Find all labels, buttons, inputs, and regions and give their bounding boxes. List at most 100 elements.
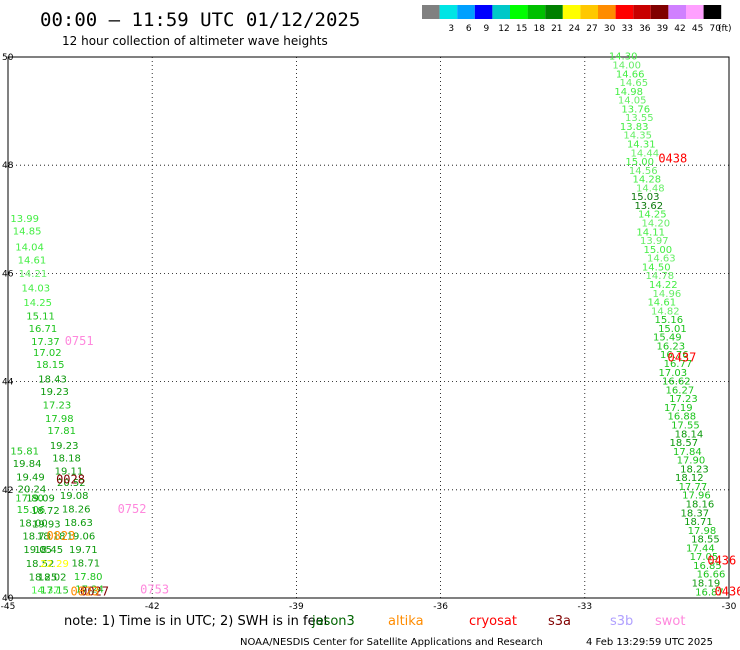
wave-height-value: 14.50 [642, 262, 671, 273]
wave-height-value: 19.93 [32, 520, 61, 531]
wave-height-value: 14.37 [31, 586, 60, 597]
pass-time-label: 0027 [80, 584, 109, 598]
colorbar-swatch [527, 5, 546, 19]
wave-height-value: 17.03 [658, 368, 687, 379]
colorbar-swatch [598, 5, 616, 19]
wave-height-value: 14.78 [645, 271, 674, 282]
wave-height-value: 19.06 [67, 532, 96, 543]
chart-title: 00:00 — 11:59 UTC 01/12/2025 [40, 9, 360, 31]
colorbar-label: 27 [586, 24, 597, 34]
wave-height-value: 17.90 [677, 456, 706, 467]
wave-height-value: 14.96 [653, 289, 682, 300]
x-tick-label: -30 [722, 602, 737, 612]
wave-height-value: 17.55 [671, 420, 700, 431]
wave-height-value: 18.25 [29, 573, 58, 584]
wave-height-value: 18.16 [686, 499, 715, 510]
wave-height-value: 17.96 [682, 491, 711, 502]
wave-height-value: 18.43 [38, 375, 67, 386]
pass-time-label: 0823 [70, 584, 99, 598]
wave-height-value: 20.24 [18, 485, 47, 496]
colorbar-swatch [492, 5, 510, 19]
wave-height-value: 13.99 [10, 214, 39, 225]
wave-height-value: 15.00 [625, 157, 654, 168]
wave-height-value: 17.44 [686, 543, 715, 554]
wave-height-value: 19.23 [40, 387, 69, 398]
x-tick-label: -36 [433, 602, 448, 612]
wave-height-value: 20.52 [57, 478, 86, 489]
colorbar-label: 18 [533, 24, 545, 34]
satellite-legend: jason3 altika cryosat s3a s3b swot [311, 614, 685, 629]
colorbar-label: 36 [639, 24, 651, 34]
colorbar-label: 70 [709, 24, 721, 34]
colorbar-label: 24 [569, 24, 581, 34]
wave-height-value: 17.19 [664, 403, 693, 414]
wave-height-value: 14.03 [21, 283, 50, 294]
wave-height-value: 17.23 [669, 394, 698, 405]
wave-height-value: 14.28 [632, 175, 661, 186]
x-tick-label: -45 [1, 602, 16, 612]
wave-height-value: 14.11 [636, 227, 665, 238]
wave-height-value: 17.02 [33, 348, 62, 359]
wave-height-value: 18.52 [26, 559, 55, 570]
wave-height-value: 17.80 [74, 572, 103, 583]
y-tick-label: 48 [2, 161, 14, 171]
wave-height-value: 14.35 [623, 131, 652, 142]
colorbar-swatch [703, 5, 722, 19]
wave-height-value: 13.83 [620, 122, 649, 133]
satellite-legend-altika: altika [388, 614, 424, 629]
wave-height-value: 18.57 [670, 438, 699, 449]
colorbar-label: 3 [448, 24, 454, 34]
wave-height-value: 19.11 [55, 467, 84, 478]
pass-time-label: 0823 [46, 529, 75, 543]
colorbar-label: 42 [674, 24, 685, 34]
wave-height-value: 16.88 [668, 412, 697, 423]
satellite-legend-s3b: s3b [610, 614, 633, 629]
wave-height-value: 18.37 [681, 508, 710, 519]
wave-height-value: 17.24 [75, 585, 104, 596]
wave-height-value: 19.49 [16, 473, 45, 484]
wave-height-value: 15.03 [631, 192, 660, 203]
wave-height-value: 17.23 [43, 401, 72, 412]
colorbar-label: 15 [516, 24, 527, 34]
pass-labels: 0751002807520823075300270823043804370436… [46, 151, 740, 598]
wave-height-value: 19.08 [60, 491, 89, 502]
wave-height-value: 18.73 [22, 532, 51, 543]
wave-height-value: 14.21 [19, 269, 48, 280]
wave-height-value: 18.02 [38, 573, 67, 584]
y-tick-label: 46 [2, 269, 14, 279]
colorbar-swatch [686, 5, 704, 19]
wave-height-value: 18.18 [37, 532, 66, 543]
y-tick-label: 44 [2, 378, 14, 388]
grid [8, 57, 729, 598]
wave-height-value: 14.25 [23, 298, 52, 309]
colorbar-swatch [562, 5, 581, 19]
wave-height-value: 19.09 [26, 494, 55, 505]
wave-height-value: 15.11 [26, 311, 55, 322]
wave-height-value: 14.30 [609, 52, 638, 63]
wave-height-value: 16.85 [693, 561, 722, 572]
colorbar-swatch [580, 5, 598, 19]
y-tick-label: 42 [2, 486, 13, 496]
footer-credit: NOAA/NESDIS Center for Satellite Applica… [240, 637, 543, 648]
x-tick-label: -33 [577, 602, 592, 612]
wave-height-value: 19.71 [69, 545, 98, 556]
wave-height-value: 17.80 [15, 494, 44, 505]
wave-height-value: 14.56 [629, 166, 658, 177]
colorbar-label: 6 [466, 24, 472, 34]
wave-height-value: 18.71 [684, 517, 713, 528]
satellite-legend-swot: swot [655, 614, 685, 629]
colorbar-label: 21 [551, 24, 562, 34]
colorbar: 3 6 9 12 15 18 21 24 27 30 33 36 39 42 45 70(ft) [422, 5, 732, 34]
wave-height-value: 13.62 [634, 201, 663, 212]
wave-height-value: 14.61 [647, 298, 676, 309]
axis-ticks: -45 -42 -39 -36 -33 -30 40 42 44 46 48 50 [1, 53, 737, 612]
wave-height-value: 14.22 [649, 280, 678, 291]
wave-height-value: 14.63 [647, 254, 676, 265]
wave-height-value: 16.27 [666, 385, 695, 396]
pass-time-label: 0751 [65, 334, 94, 348]
wave-height-value: 16.87 [695, 587, 724, 598]
colorbar-label: 33 [621, 24, 632, 34]
wave-height-value: 18.45 [34, 545, 63, 556]
